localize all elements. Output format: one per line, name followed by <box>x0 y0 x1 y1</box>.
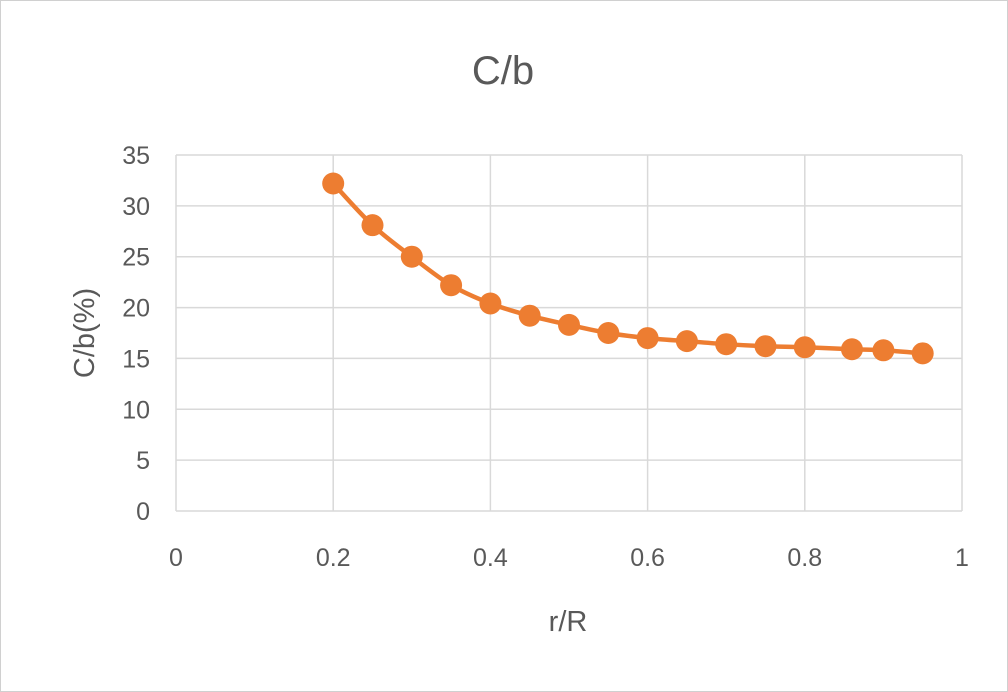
y-tick-label: 20 <box>122 295 150 323</box>
data-point <box>400 245 423 268</box>
x-tick-label: 0.8 <box>787 544 822 572</box>
x-tick-label: 0.4 <box>473 544 508 572</box>
y-tick-label: 5 <box>136 447 150 475</box>
data-point <box>361 214 384 237</box>
tick-labels: 0 5 10 15 20 25 30 35 0 0.2 0.4 0.6 0.8 1 <box>122 142 969 572</box>
data-point <box>636 327 659 350</box>
y-axis-title: C/b(%) <box>69 288 101 378</box>
data-point <box>322 172 345 195</box>
y-tick-label: 30 <box>122 193 150 221</box>
data-point <box>440 274 463 297</box>
data-point <box>840 338 863 361</box>
data-point <box>911 342 934 365</box>
data-point <box>479 292 502 315</box>
gridlines <box>175 154 963 512</box>
x-tick-label: 0.2 <box>316 544 351 572</box>
x-tick-label: 1 <box>955 544 969 572</box>
y-tick-label: 25 <box>122 244 150 272</box>
series-line <box>330 181 925 356</box>
y-tick-label: 0 <box>136 498 150 526</box>
data-point <box>715 333 738 356</box>
data-point <box>558 313 580 336</box>
x-tick-label: 0 <box>169 544 183 572</box>
data-point <box>793 336 816 359</box>
chart-title: C/b <box>472 49 534 93</box>
x-axis-title: r/R <box>549 606 588 638</box>
y-tick-label: 15 <box>122 345 150 373</box>
data-point <box>675 330 698 353</box>
y-tick-label: 35 <box>122 142 150 170</box>
y-tick-label: 10 <box>122 396 150 424</box>
data-point <box>754 335 777 358</box>
series-group <box>322 172 934 365</box>
data-point <box>518 304 541 327</box>
data-point <box>872 339 895 362</box>
x-tick-label: 0.6 <box>630 544 665 572</box>
data-point <box>597 322 620 344</box>
